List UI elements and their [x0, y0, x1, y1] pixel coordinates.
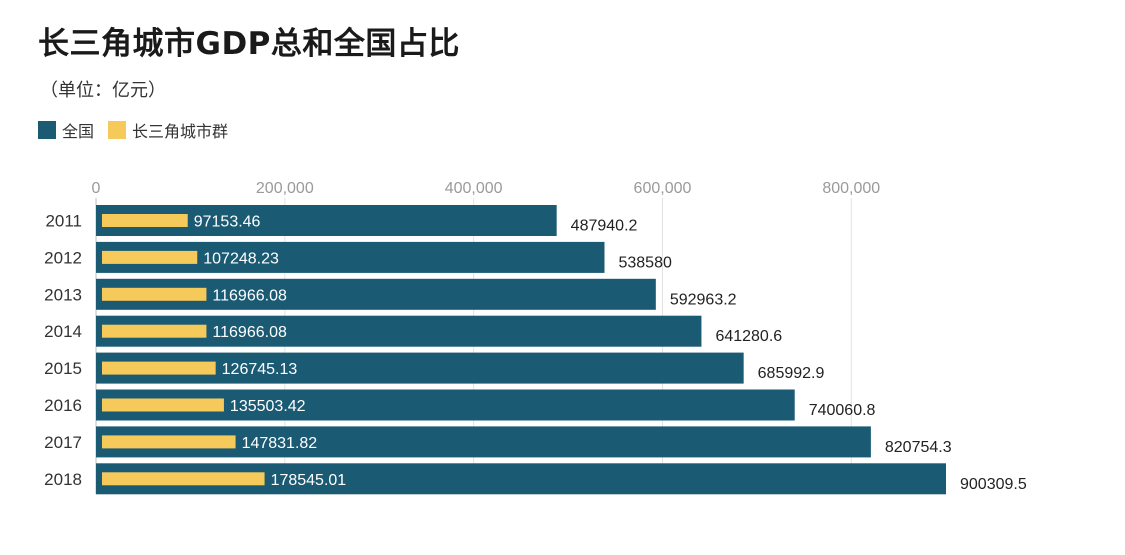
y-category-label: 2014: [44, 322, 82, 341]
chart-title: 长三角城市GDP总和全国占比: [38, 26, 460, 62]
bar-yrd: [102, 214, 188, 227]
data-label-yrd: 126745.13: [222, 361, 298, 378]
data-label-national: 592963.2: [670, 291, 737, 308]
legend-item-national: 全国: [38, 118, 94, 142]
bar-yrd: [102, 398, 224, 412]
y-category-label: 2018: [44, 470, 82, 489]
legend-label-yrd: 长三角城市群: [132, 122, 229, 141]
bar-yrd: [102, 472, 265, 486]
data-label-yrd: 116966.08: [212, 287, 287, 304]
data-label-yrd: 135503.42: [230, 398, 306, 415]
bar-yrd: [102, 250, 198, 264]
chart-legend: 全国 长三角城市群: [38, 118, 242, 142]
data-label-yrd: 178545.01: [271, 472, 347, 489]
data-label-national: 487940.2: [571, 218, 638, 235]
bar-yrd: [102, 435, 236, 449]
y-category-label: 2017: [44, 433, 82, 452]
y-category-label: 2015: [44, 359, 82, 378]
chart-unit-label: （单位：亿元）: [40, 80, 166, 101]
y-category-label: 2011: [45, 212, 82, 231]
y-category-label: 2012: [44, 248, 82, 267]
data-label-national: 538580: [618, 254, 671, 271]
bar-yrd: [102, 287, 207, 301]
x-tick-label: 400,000: [445, 180, 503, 197]
data-label-national: 900309.5: [960, 476, 1027, 493]
legend-swatch-yrd: [108, 121, 127, 139]
data-label-yrd: 147831.82: [242, 435, 318, 452]
data-label-yrd: 107248.23: [203, 250, 279, 267]
bar-yrd: [102, 324, 207, 338]
data-label-national: 685992.9: [758, 365, 825, 382]
x-tick-label: 600,000: [634, 180, 692, 197]
legend-label-national: 全国: [62, 122, 95, 141]
y-category-label: 2013: [44, 285, 82, 304]
data-label-national: 820754.3: [885, 439, 952, 456]
data-label-yrd: 97153.46: [194, 214, 261, 231]
y-category-label: 2016: [44, 396, 82, 415]
data-label-national: 740060.8: [809, 402, 876, 419]
x-tick-label: 800,000: [822, 180, 880, 197]
bar-yrd: [102, 361, 216, 375]
legend-item-yrd: 长三角城市群: [108, 118, 228, 142]
data-label-yrd: 116966.08: [212, 324, 287, 341]
x-tick-label: 0: [92, 180, 101, 197]
legend-swatch-national: [38, 121, 56, 139]
x-tick-label: 200,000: [256, 180, 314, 197]
data-label-national: 641280.6: [715, 328, 782, 345]
